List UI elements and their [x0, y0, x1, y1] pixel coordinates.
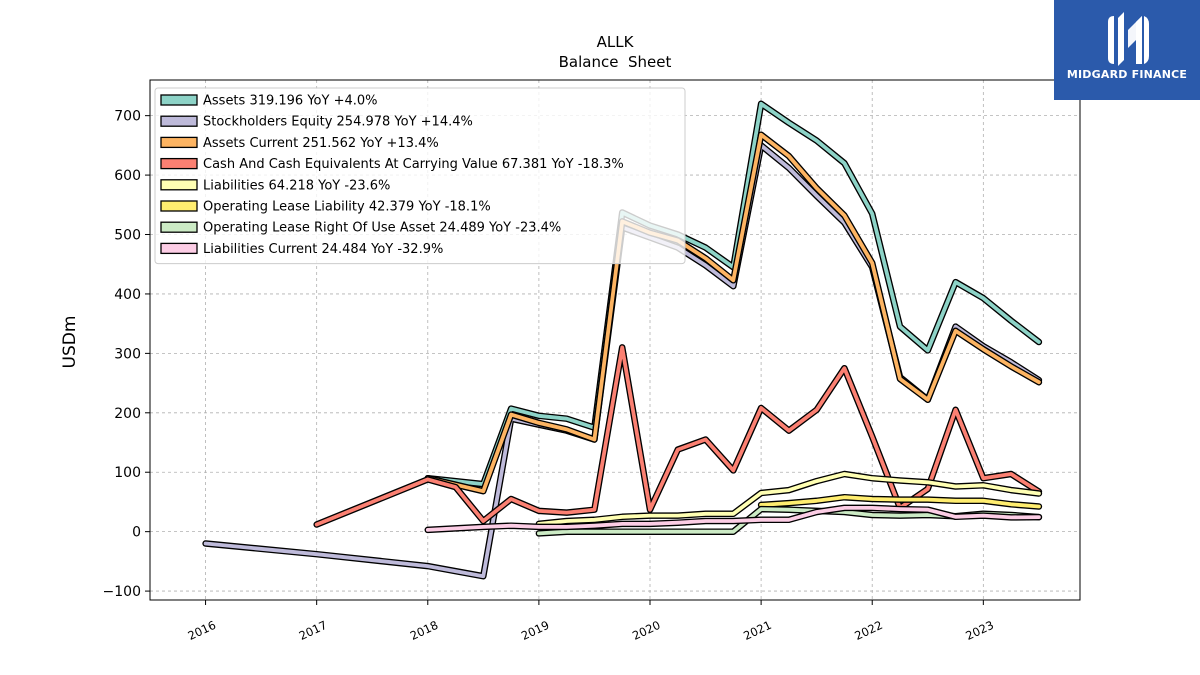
series-line	[425, 506, 1041, 532]
legend-swatch	[160, 242, 198, 255]
midgard-finance-logo: MIDGARD FINANCE	[1054, 0, 1200, 100]
midgard-logo-icon	[1108, 12, 1149, 66]
legend-swatch	[160, 115, 198, 127]
legend-entry: Liabilities 64.218 YoY -23.6%	[203, 178, 390, 193]
legend-entry: Operating Lease Liability 42.379 YoY -18…	[203, 200, 491, 215]
series-lines	[202, 100, 1043, 580]
legend-entry: Cash And Cash Equivalents At Carrying Va…	[203, 157, 624, 172]
x-tick-label: 2017	[297, 618, 329, 643]
chart-title: ALLK	[597, 33, 635, 51]
legend-entry: Stockholders Equity 254.978 YoY +14.4%	[203, 115, 473, 130]
legend-swatch	[160, 179, 198, 191]
y-tick-label: 500	[114, 228, 141, 244]
series-line	[314, 345, 1041, 527]
y-tick-label: −100	[103, 584, 141, 600]
series-line	[537, 472, 1041, 526]
legend-box	[154, 87, 686, 265]
x-tick-label: 2019	[519, 618, 551, 643]
plot-frame	[149, 79, 1081, 601]
series-line	[425, 101, 1041, 486]
chart-subtitle: Balance Sheet	[559, 53, 672, 71]
y-tick-label: 300	[114, 346, 141, 362]
x-tick-label: 2018	[408, 618, 440, 643]
y-tick-label: 400	[114, 287, 141, 303]
series-line	[759, 495, 1041, 509]
legend-swatch	[160, 94, 198, 106]
legend-entry: Liabilities Current 24.484 YoY -32.9%	[203, 242, 443, 257]
brand-name: MIDGARD FINANCE	[1066, 68, 1188, 81]
y-tick-label: 100	[114, 465, 141, 481]
legend-swatch	[160, 136, 198, 149]
legend-entry: Assets Current 251.562 YoY +13.4%	[203, 136, 439, 151]
legend-entry: Assets 319.196 YoY +4.0%	[203, 94, 378, 109]
y-tick-label: 600	[114, 168, 141, 184]
x-tick-label: 2023	[963, 618, 995, 643]
x-tick-label: 2020	[630, 618, 662, 643]
y-tick-label: 700	[114, 109, 141, 125]
legend-entry: Operating Lease Right Of Use Asset 24.48…	[203, 221, 561, 236]
y-tick-label: 200	[114, 406, 141, 422]
legend-swatch	[160, 221, 198, 233]
legend: Assets 319.196 YoY +4.0% Stockholders Equ…	[154, 87, 686, 265]
y-tick-label: 0	[132, 525, 141, 541]
y-axis-label: USDm	[60, 316, 80, 369]
series-line	[425, 132, 1041, 494]
x-tick-label: 2021	[741, 618, 773, 643]
x-tick-label: 2022	[852, 618, 884, 643]
legend-swatch	[160, 200, 198, 212]
x-tick-label: 2016	[186, 618, 218, 643]
legend-swatch	[160, 157, 198, 170]
